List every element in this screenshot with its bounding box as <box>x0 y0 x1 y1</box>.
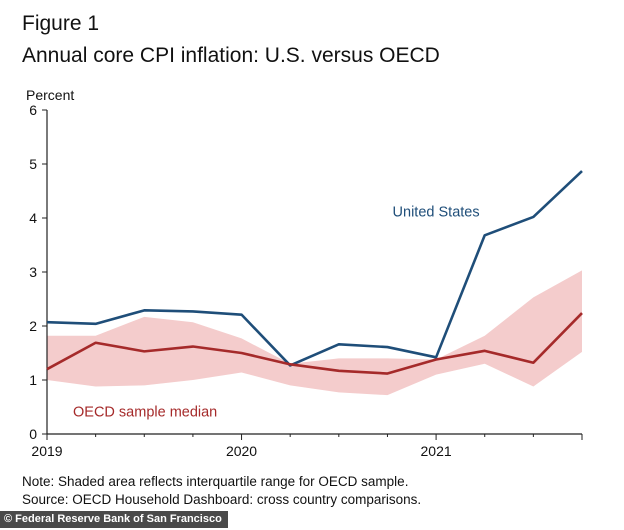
x-tick-label: 2021 <box>421 443 452 459</box>
x-tick-label: 2019 <box>31 443 62 459</box>
y-tick-label: 3 <box>29 264 37 280</box>
note-line: Note: Shaded area reflects interquartile… <box>22 474 409 489</box>
source-line: Source: OECD Household Dashboard: cross … <box>22 492 422 507</box>
y-tick-label: 0 <box>29 426 37 442</box>
us-series-label: United States <box>393 204 480 220</box>
y-tick-label: 6 <box>29 102 37 118</box>
y-tick-label: 4 <box>29 210 37 226</box>
oecd-series-label: OECD sample median <box>73 405 217 421</box>
oecd-median-line <box>46 312 583 375</box>
figure-label: Figure 1 <box>22 12 100 35</box>
y-axis-label: Percent <box>26 87 74 103</box>
interquartile-band <box>47 270 582 396</box>
us-series-line <box>46 170 583 367</box>
chart-title: Annual core CPI inflation: U.S. versus O… <box>22 44 440 67</box>
x-tick-label: 2020 <box>226 443 257 459</box>
y-tick-label: 5 <box>29 156 37 172</box>
y-tick-label: 2 <box>29 318 37 334</box>
y-tick-label: 1 <box>29 372 37 388</box>
copyright-credit: © Federal Reserve Bank of San Francisco <box>0 511 228 528</box>
chart-notes: Note: Shaded area reflects interquartile… <box>22 473 421 509</box>
